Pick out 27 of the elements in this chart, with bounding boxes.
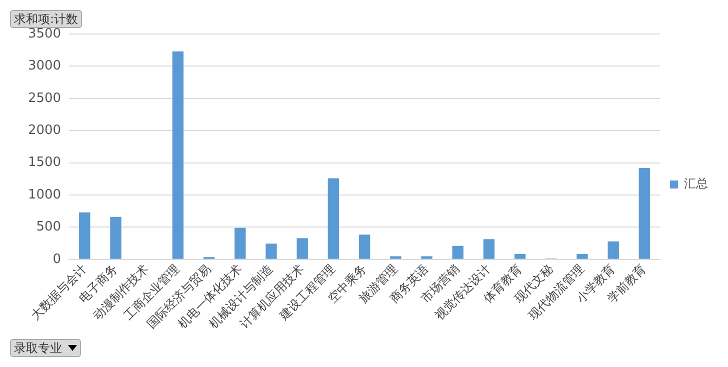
bar [266,244,277,259]
bar [483,239,495,259]
y-tick-label: 2000 [28,122,62,138]
bar [79,212,90,259]
bar [172,51,184,259]
bar [638,168,650,259]
bar [576,254,588,259]
bar [421,256,432,259]
bar [328,178,340,259]
bar [296,238,308,259]
y-tick-label: 0 [52,252,62,267]
legend-label: 汇总 [684,176,708,191]
text: 录取专业 [14,341,62,355]
bar [234,228,246,259]
y-tick-label: 1500 [28,155,62,170]
bar [452,246,464,259]
y-tick-label: 2500 [28,90,62,106]
y-tick-label: 1000 [28,187,62,202]
bar [358,234,370,259]
y-tick-label: 500 [36,220,62,235]
bar [390,256,402,259]
bar [514,254,526,259]
text: 求和项:计数 [10,10,82,28]
bar [608,241,619,259]
y-tick-label: 3500 [28,26,62,42]
bar [110,216,122,259]
y-tick-label: 3000 [28,58,62,74]
